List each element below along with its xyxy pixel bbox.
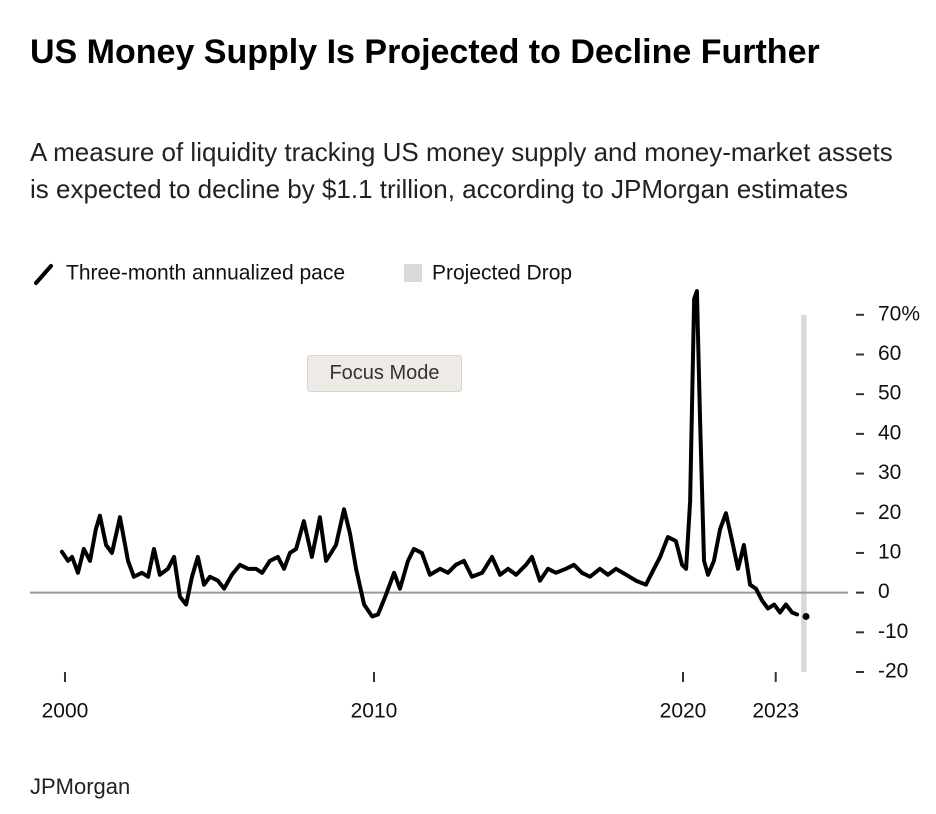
- y-tick-label: 50: [878, 382, 901, 405]
- x-tick-label: 2020: [660, 700, 707, 723]
- chart-title: US Money Supply Is Projected to Decline …: [30, 33, 820, 71]
- x-tick-label: 2000: [42, 700, 89, 723]
- legend-line-icon: [34, 264, 53, 285]
- y-tick-label: 0: [878, 580, 890, 603]
- legend-label: Projected Drop: [432, 262, 572, 285]
- y-tick-label: 40: [878, 421, 901, 444]
- focus-mode-button[interactable]: Focus Mode: [307, 355, 462, 392]
- x-tick-label: 2023: [752, 700, 799, 723]
- y-tick-label: 30: [878, 461, 901, 484]
- y-tick-label: 70%: [878, 302, 920, 325]
- y-tick-label: 10: [878, 540, 901, 563]
- y-tick-label: 20: [878, 501, 901, 524]
- y-tick-label: -20: [878, 660, 908, 683]
- y-tick-label: 60: [878, 342, 901, 365]
- y-tick-label: -10: [878, 620, 908, 643]
- data-point: [802, 612, 810, 620]
- legend-label: Three-month annualized pace: [66, 262, 345, 285]
- source: JPMorgan: [30, 774, 131, 799]
- projected-drop: [801, 314, 807, 672]
- legend-swatch: [404, 264, 422, 282]
- x-tick-label: 2010: [351, 700, 398, 723]
- data-line: [59, 289, 800, 619]
- chart-subtitle: A measure of liquidity tracking US money…: [30, 137, 893, 204]
